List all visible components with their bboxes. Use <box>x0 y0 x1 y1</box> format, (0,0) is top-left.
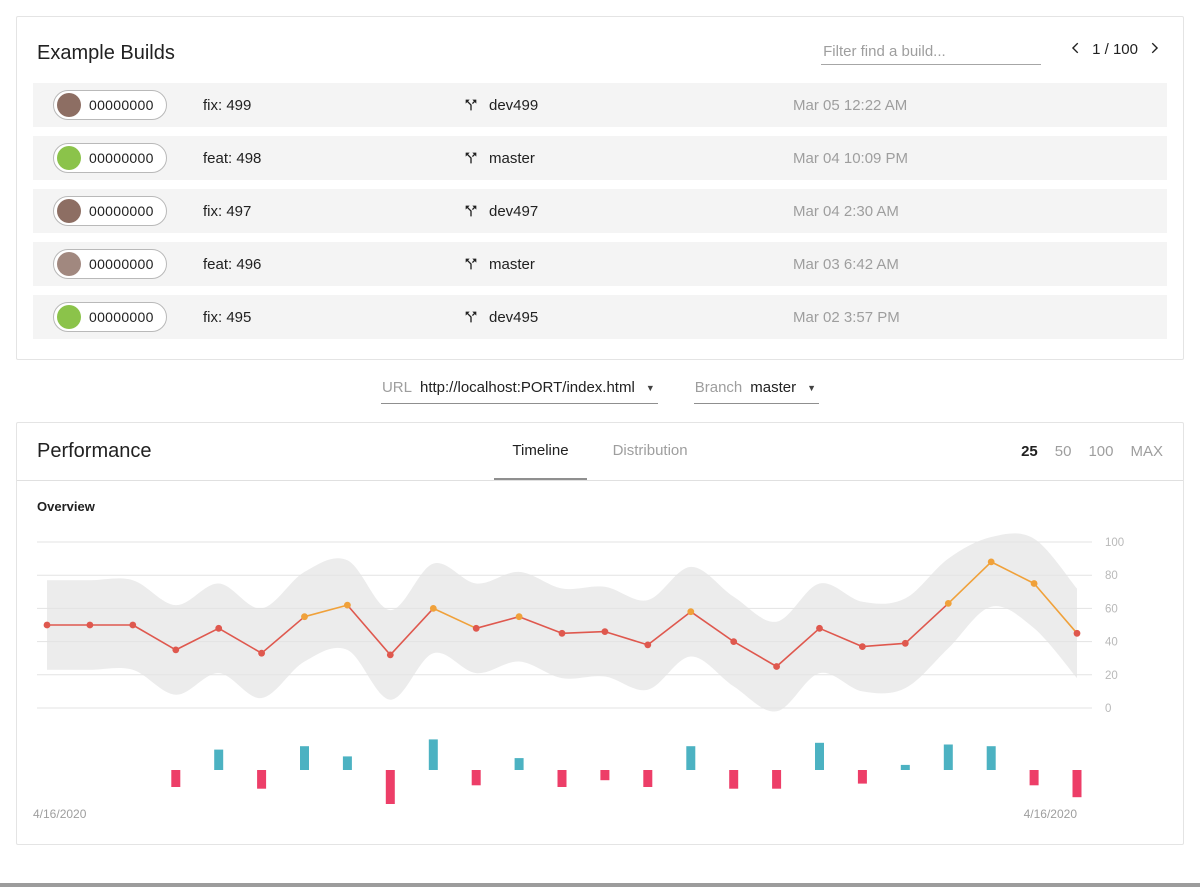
branch-icon <box>463 97 479 113</box>
performance-card: Performance Timeline Distribution 25 50 … <box>16 422 1184 845</box>
builds-header-controls: 1 / 100 <box>821 39 1163 65</box>
performance-title: Performance <box>37 440 152 462</box>
branch-name: dev497 <box>489 202 539 220</box>
commit-message: fix: 497 <box>203 202 252 220</box>
next-page-button[interactable] <box>1145 39 1163 60</box>
build-date: Mar 03 6:42 AM <box>793 255 899 273</box>
branch-icon <box>463 309 479 325</box>
build-date: Mar 04 2:30 AM <box>793 202 899 220</box>
build-row[interactable]: 00000000 fix: 495 dev495 Mar 02 3:57 PM <box>33 295 1167 339</box>
url-label: URL <box>381 379 412 396</box>
branch-cell: dev499 <box>463 97 793 114</box>
branch-icon <box>463 256 479 272</box>
chevron-left-icon <box>1069 41 1083 58</box>
branch-name: master <box>489 149 535 167</box>
builds-card: Example Builds 1 / 100 <box>16 16 1184 360</box>
caret-down-icon: ▼ <box>645 382 655 393</box>
branch-name: master <box>489 255 535 273</box>
revision-hash: 00000000 <box>89 97 154 113</box>
url-selector[interactable]: URL http://localhost:PORT/index.html ▼ <box>380 379 658 404</box>
range-50[interactable]: 50 <box>1054 443 1072 460</box>
build-date: Mar 05 12:22 AM <box>793 96 908 114</box>
builds-title: Example Builds <box>37 42 175 64</box>
chevron-right-icon <box>1147 41 1161 58</box>
range-selector: 25 50 100 MAX <box>706 423 1163 480</box>
revision-pill[interactable]: 00000000 <box>53 143 167 173</box>
range-25[interactable]: 25 <box>1021 443 1038 460</box>
branch-cell: dev495 <box>463 309 793 326</box>
svg-text:60: 60 <box>1105 603 1118 615</box>
performance-chart[interactable]: 0 20 40 60 80 100 4/16/2020 4/16/2020 <box>17 518 1183 838</box>
branch-icon <box>463 203 479 219</box>
svg-text:40: 40 <box>1105 637 1118 649</box>
commit-message: feat: 498 <box>203 149 262 167</box>
revision-pill[interactable]: 00000000 <box>53 249 167 279</box>
avatar <box>57 146 81 170</box>
prev-page-button[interactable] <box>1067 39 1085 60</box>
svg-text:4/16/2020: 4/16/2020 <box>1024 807 1078 821</box>
build-row[interactable]: 00000000 feat: 496 master Mar 03 6:42 AM <box>33 242 1167 286</box>
revision-hash: 00000000 <box>89 256 154 272</box>
branch-label: Branch <box>694 379 743 396</box>
build-row[interactable]: 00000000 feat: 498 master Mar 04 10:09 P… <box>33 136 1167 180</box>
tab-distribution[interactable]: Distribution <box>612 442 688 459</box>
build-date: Mar 04 10:09 PM <box>793 149 909 167</box>
revision-pill[interactable]: 00000000 <box>53 196 167 226</box>
revision-hash: 00000000 <box>89 150 154 166</box>
build-date: Mar 02 3:57 PM <box>793 308 900 326</box>
build-row[interactable]: 00000000 fix: 499 dev499 Mar 05 12:22 AM <box>33 83 1167 127</box>
avatar <box>57 93 81 117</box>
selector-row: URL http://localhost:PORT/index.html ▼ B… <box>0 379 1200 404</box>
branch-icon <box>463 150 479 166</box>
range-100[interactable]: 100 <box>1088 443 1114 460</box>
overview-label: Overview <box>37 499 95 514</box>
svg-text:4/16/2020: 4/16/2020 <box>33 807 87 821</box>
commit-message: fix: 499 <box>203 96 252 114</box>
svg-text:20: 20 <box>1105 670 1118 682</box>
revision-hash: 00000000 <box>89 309 154 325</box>
filter-input[interactable] <box>821 39 1042 65</box>
range-max[interactable]: MAX <box>1130 443 1164 460</box>
avatar <box>57 199 81 223</box>
avatar <box>57 305 81 329</box>
tab-timeline[interactable]: Timeline <box>494 423 587 480</box>
builds-card-header: Example Builds 1 / 100 <box>17 17 1183 81</box>
url-value: http://localhost:PORT/index.html <box>419 379 635 396</box>
svg-text:80: 80 <box>1105 570 1118 582</box>
branch-cell: master <box>463 150 793 167</box>
revision-pill[interactable]: 00000000 <box>53 302 167 332</box>
caret-down-icon: ▼ <box>807 382 817 393</box>
performance-header: Performance Timeline Distribution 25 50 … <box>17 423 1183 481</box>
svg-text:0: 0 <box>1105 703 1111 715</box>
performance-tabs: Timeline Distribution <box>494 423 705 480</box>
bottom-divider <box>0 883 1200 887</box>
commit-message: fix: 495 <box>203 308 252 326</box>
build-row[interactable]: 00000000 fix: 497 dev497 Mar 04 2:30 AM <box>33 189 1167 233</box>
avatar <box>57 252 81 276</box>
commit-message: feat: 496 <box>203 255 262 273</box>
pagination-label: 1 / 100 <box>1092 41 1138 58</box>
pagination: 1 / 100 <box>1067 39 1163 65</box>
chart-area: 0 20 40 60 80 100 4/16/2020 4/16/2020 <box>17 514 1183 844</box>
revision-hash: 00000000 <box>89 203 154 219</box>
svg-text:100: 100 <box>1105 537 1124 549</box>
branch-value: master <box>750 379 797 396</box>
branch-name: dev499 <box>489 96 539 114</box>
build-list: 00000000 fix: 499 dev499 Mar 05 12:22 AM… <box>17 81 1183 359</box>
branch-name: dev495 <box>489 308 539 326</box>
branch-cell: dev497 <box>463 203 793 220</box>
revision-pill[interactable]: 00000000 <box>53 90 167 120</box>
branch-selector[interactable]: Branch master ▼ <box>693 379 820 404</box>
branch-cell: master <box>463 256 793 273</box>
